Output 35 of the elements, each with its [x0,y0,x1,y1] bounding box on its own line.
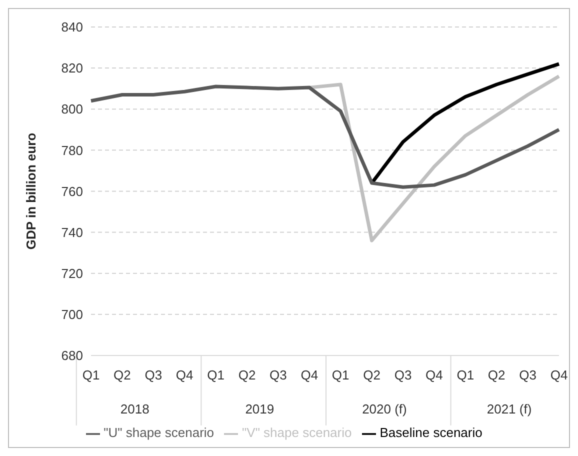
legend-label: Baseline scenario [380,425,482,440]
x-tick-label: Q4 [176,367,194,382]
y-tick-label: 680 [61,348,83,364]
y-axis-title: GDP in billion euro [24,132,39,250]
y-tick-label: 780 [61,142,83,158]
x-tick-label: Q4 [300,367,318,382]
text: 2020 (f) [362,401,407,416]
x-tick-label: Q1 [207,367,224,382]
text: 2019 [245,401,274,416]
x-tick-label: Q3 [394,367,412,382]
legend-label: "V" shape scenario [242,425,352,440]
x-tick-label: Q2 [238,367,256,382]
x-tick-label: Q3 [270,367,287,382]
y-tick-label: 840 [61,20,83,35]
y-tick-label: 760 [61,184,83,199]
y-tick-label: 800 [61,102,83,117]
line-series [308,74,561,242]
x-tick-label: Q1 [332,367,350,382]
text: 2018 [120,401,150,416]
y-tick-label: 700 [61,307,83,322]
text: 2021 (f) [486,401,532,416]
x-tick-label: Q1 [82,367,100,382]
x-tick-label: Q2 [114,367,131,382]
legend-label: "U" shape scenario [104,425,214,440]
x-tick-label: Q3 [519,367,536,382]
x-tick-label: Q3 [144,367,162,382]
x-tick-label: Q2 [488,367,506,382]
y-tick-label: 720 [61,266,83,281]
y-tick-label: 740 [61,224,83,240]
x-tick-label: Q4 [550,367,568,382]
x-tick-label: Q1 [456,367,474,382]
line-series [89,84,561,189]
y-tick-label: 820 [61,60,83,76]
x-tick-label: Q4 [426,367,443,382]
x-tick-label: Q2 [363,367,380,382]
